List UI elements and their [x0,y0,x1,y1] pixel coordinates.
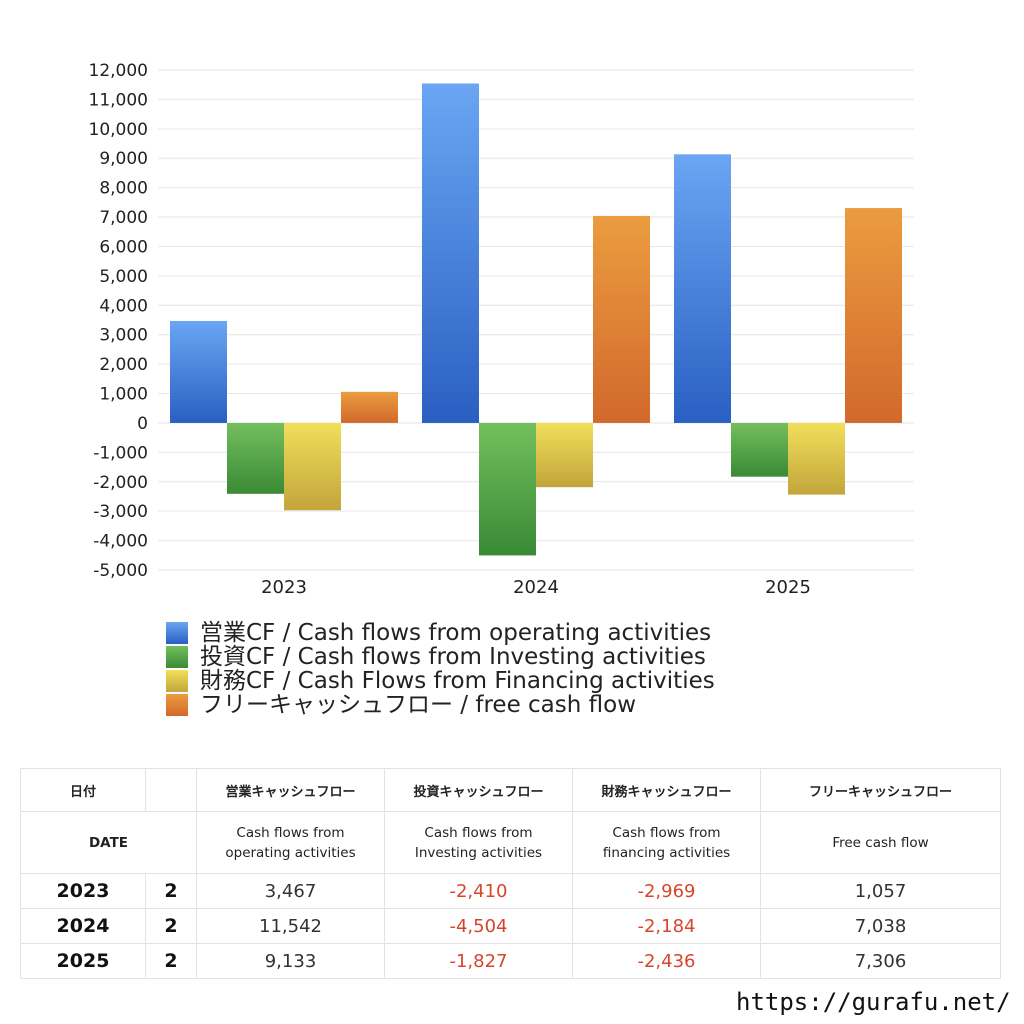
y-tick-label: 2,000 [99,355,148,375]
y-tick-label: 6,000 [99,237,148,257]
row-financing: -2,184 [572,908,761,944]
bar-investing-2024 [479,422,536,556]
header-financing-en-line2: financing activities [602,844,731,861]
header-investing-jp: 投資キャッシュフロー [384,768,573,812]
legend-label-financing: 財務CF / Cash Flows from Financing activit… [200,668,715,694]
y-tick-label: 9,000 [99,149,148,169]
row-operating: 9,133 [196,943,385,979]
y-tick-label: -1,000 [93,443,148,463]
legend-label-operating: 営業CF / Cash flows from operating activit… [200,620,712,646]
header-investing-en-line1: Cash flows from [424,824,533,841]
y-tick-label: -3,000 [93,502,148,522]
header-operating-en-line1: Cash flows from [236,824,345,841]
row-free: 7,306 [760,943,1001,979]
y-tick-label: -5,000 [93,561,148,581]
legend-swatch-financing [166,670,188,692]
legend-swatch-operating [166,622,188,644]
bar-free-2025 [845,208,902,423]
table-header-row-en: DATE Cash flows from operating activitie… [20,811,1001,874]
header-operating-en-line2: operating activities [225,844,356,861]
header-operating-jp: 営業キャッシュフロー [196,768,385,812]
bar-financing-2023 [284,422,341,511]
row-investing: -2,410 [384,873,573,909]
header-financing-en: Cash flows from financing activities [572,811,761,874]
row-operating: 11,542 [196,908,385,944]
legend-swatch-free [166,694,188,716]
header-financing-jp: 財務キャッシュフロー [572,768,761,812]
row-month: 2 [145,943,197,979]
header-free-jp: フリーキャッシュフロー [760,768,1001,812]
legend-label-investing: 投資CF / Cash flows from Investing activit… [200,644,706,670]
table-header-row-jp: 日付 営業キャッシュフロー 投資キャッシュフロー 財務キャッシュフロー フリーキ… [20,768,1001,812]
bar-financing-2024 [536,422,593,488]
bar-operating-2023 [170,320,227,423]
row-free: 7,038 [760,908,1001,944]
legend-label-free: フリーキャッシュフロー / free cash flow [200,692,637,718]
row-year: 2023 [20,873,146,909]
bar-operating-2024 [422,83,479,423]
y-tick-label: -4,000 [93,532,148,552]
bar-investing-2023 [227,422,284,494]
y-tick-label: 7,000 [99,208,148,228]
x-tick-label: 2023 [261,577,307,598]
header-investing-en: Cash flows from Investing activities [384,811,573,874]
y-tick-label: 1,000 [99,385,148,405]
cash-flow-bar-chart: 12,000 11,000 10,000 9,000 8,000 7,000 6,000 5,… [89,61,914,598]
legend-item-operating: 営業CF / Cash flows from operating activit… [166,621,715,645]
legend-item-free: フリーキャッシュフロー / free cash flow [166,693,715,717]
header-date-jp: 日付 [20,768,146,812]
legend-item-investing: 投資CF / Cash flows from Investing activit… [166,645,715,669]
table-row: 2024 2 11,542 -4,504 -2,184 7,038 [20,908,1001,944]
y-tick-label: 0 [137,414,148,434]
site-url[interactable]: https://gurafu.net/ [736,988,1011,1016]
y-tick-label: 12,000 [89,61,148,81]
legend-swatch-investing [166,646,188,668]
header-financing-en-line1: Cash flows from [612,824,721,841]
header-date-en: DATE [20,811,197,874]
legend-item-financing: 財務CF / Cash Flows from Financing activit… [166,669,715,693]
cash-flow-table: 日付 営業キャッシュフロー 投資キャッシュフロー 財務キャッシュフロー フリーキ… [20,768,1001,979]
header-free-en: Free cash flow [760,811,1001,874]
y-tick-label: 10,000 [89,120,148,140]
y-tick-label: -2,000 [93,473,148,493]
table-row: 2025 2 9,133 -1,827 -2,436 7,306 [20,943,1001,979]
table-row: 2023 2 3,467 -2,410 -2,969 1,057 [20,873,1001,909]
header-operating-en: Cash flows from operating activities [196,811,385,874]
row-financing: -2,969 [572,873,761,909]
bar-free-2024 [593,215,650,423]
row-month: 2 [145,908,197,944]
row-month: 2 [145,873,197,909]
row-free: 1,057 [760,873,1001,909]
y-tick-label: 4,000 [99,296,148,316]
x-tick-label: 2024 [513,577,559,598]
row-financing: -2,436 [572,943,761,979]
header-blank [145,768,197,812]
y-tick-label: 5,000 [99,267,148,287]
bar-free-2023 [341,391,398,423]
row-operating: 3,467 [196,873,385,909]
row-year: 2024 [20,908,146,944]
bar-investing-2025 [731,422,788,477]
y-tick-label: 11,000 [89,90,148,110]
x-tick-label: 2025 [765,577,811,598]
row-investing: -4,504 [384,908,573,944]
header-investing-en-line2: Investing activities [414,844,543,861]
chart-legend: 営業CF / Cash flows from operating activit… [166,621,715,717]
y-tick-label: 8,000 [99,179,148,199]
row-investing: -1,827 [384,943,573,979]
bar-financing-2025 [788,422,845,495]
y-tick-label: 3,000 [99,326,148,346]
row-year: 2025 [20,943,146,979]
bar-operating-2025 [674,154,731,423]
